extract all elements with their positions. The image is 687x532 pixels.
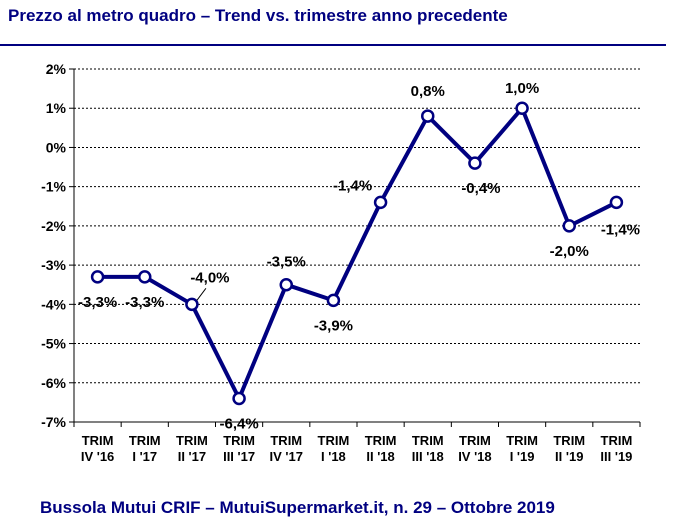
data-point	[279, 277, 293, 292]
y-axis-ticks: 2% 1% 0% -1% -2% -3% -4% -5% -6% -7%	[41, 61, 75, 430]
data-label: -3,5%	[267, 254, 306, 271]
chart-title: Prezzo al metro quadro – Trend vs. trime…	[8, 6, 508, 25]
data-point	[90, 270, 105, 284]
data-label: -3,3%	[78, 294, 117, 311]
data-point	[468, 156, 482, 170]
data-point	[138, 270, 152, 284]
x-tick-label: TRIM III '17	[223, 433, 255, 464]
x-tick-label: TRIM I '17	[129, 433, 161, 464]
x-tick-label: TRIM III '19	[600, 433, 632, 464]
y-tick-label: 0%	[46, 139, 67, 155]
title-divider	[0, 44, 666, 46]
series	[90, 101, 624, 406]
data-label: -6,4%	[219, 415, 258, 432]
y-tick-label: -1%	[41, 179, 66, 195]
data-label: -0,4%	[461, 180, 500, 197]
y-tick-label: -2%	[41, 218, 66, 234]
y-tick-label: -4%	[41, 296, 66, 312]
data-label: -4,0%	[190, 269, 229, 286]
data-label: -1,4%	[601, 221, 640, 238]
footer-source: Bussola Mutui CRIF – MutuiSupermarket.it…	[40, 498, 555, 517]
y-tick-label: -3%	[41, 257, 66, 273]
data-label: 1,0%	[505, 80, 539, 97]
data-label: 0,8%	[411, 83, 445, 100]
data-point	[185, 297, 199, 312]
leader-line	[196, 288, 207, 301]
y-tick-label: -7%	[41, 414, 66, 430]
x-tick-label: TRIM I '19	[506, 433, 538, 464]
data-point	[232, 391, 246, 406]
y-tick-label: -5%	[41, 336, 66, 352]
data-point	[421, 109, 435, 123]
x-tick-label: TRIM III '18	[412, 433, 444, 464]
data-label: -3,3%	[125, 294, 164, 311]
x-tick-label: TRIM IV '17	[270, 433, 303, 464]
data-label: -2,0%	[550, 243, 589, 260]
x-tick-label: TRIM II '18	[365, 433, 397, 464]
data-label: -3,9%	[314, 317, 353, 334]
data-labels: -3,3% -3,3% -4,0% -6,4% -3,5% -3,9% -1,4% 0,8% -…	[78, 80, 640, 432]
data-point	[515, 101, 529, 115]
data-point	[373, 195, 388, 210]
data-point	[609, 195, 624, 210]
y-tick-label: 1%	[46, 100, 67, 116]
data-label: -1,4%	[333, 177, 372, 194]
x-tick-label: TRIM I '18	[318, 433, 350, 464]
x-tick-label: TRIM II '17	[176, 433, 208, 464]
x-tick-label: TRIM IV '16	[81, 433, 114, 464]
y-tick-label: 2%	[46, 61, 67, 77]
data-point	[562, 219, 576, 233]
x-axis-ticks: TRIM IV '16 TRIM I '17 TRIM II '17 TRIM III '17…	[73, 421, 641, 464]
series-line	[97, 106, 618, 401]
y-tick-label: -6%	[41, 375, 66, 391]
x-tick-label: TRIM IV '18	[458, 433, 491, 464]
data-point	[326, 293, 341, 308]
x-tick-label: TRIM II '19	[553, 433, 585, 464]
